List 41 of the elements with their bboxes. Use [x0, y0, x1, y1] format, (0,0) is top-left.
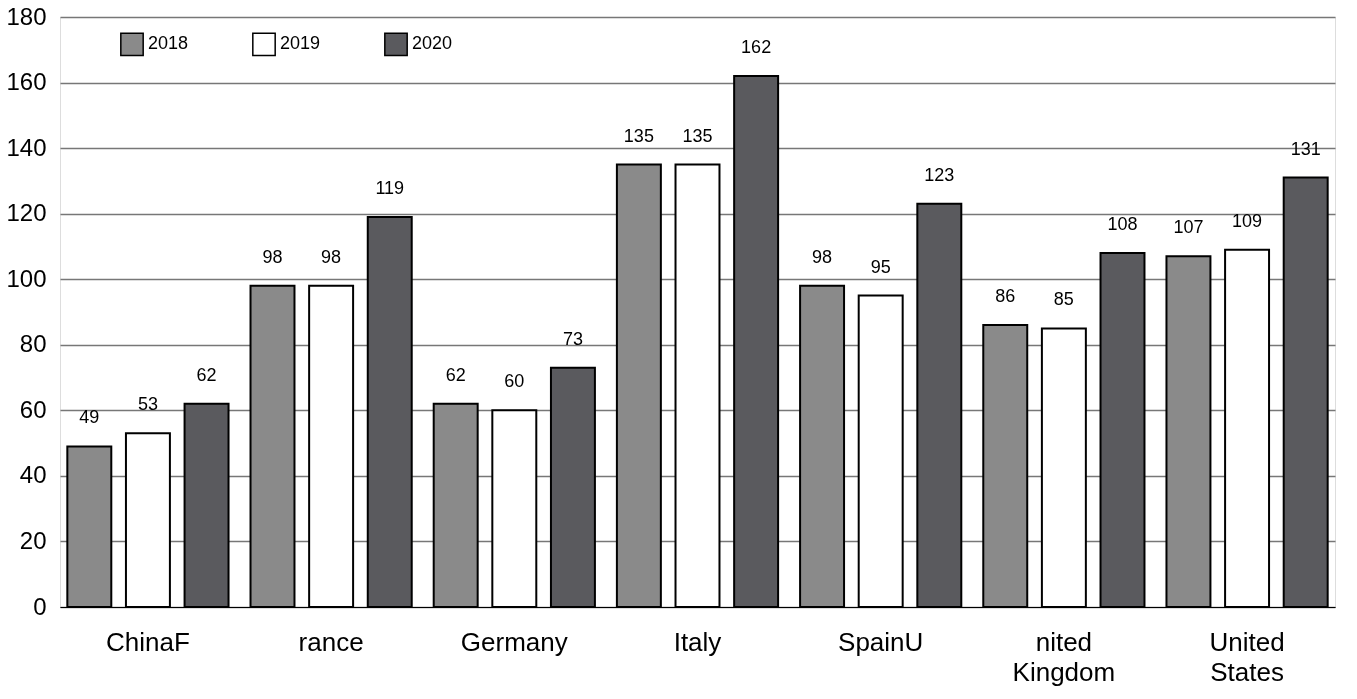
y-tick-label: 40: [19, 461, 47, 489]
legend-label: 2018: [148, 33, 189, 54]
x-tick-label: rance: [298, 626, 364, 657]
data-label: 107: [1173, 217, 1204, 238]
legend-label: 2020: [412, 33, 453, 54]
y-tick-label: 60: [19, 395, 47, 423]
data-label: 119: [375, 177, 405, 198]
data-label: 60: [504, 371, 525, 392]
y-tick-label: 120: [6, 199, 47, 227]
data-label: 98: [812, 246, 833, 267]
y-tick-label: 100: [6, 264, 47, 292]
legend-label: 2019: [280, 33, 321, 54]
data-label: 85: [1053, 289, 1074, 310]
data-label: 109: [1232, 210, 1263, 231]
x-tick-label: ChinaF: [106, 626, 190, 657]
x-tick-label: Germany: [460, 626, 568, 657]
data-label: 135: [623, 125, 654, 146]
x-tick-label: Italy: [673, 626, 722, 657]
data-label: 98: [321, 246, 342, 267]
y-tick-label: 0: [33, 592, 47, 620]
data-label: 53: [137, 394, 158, 415]
data-label: 162: [741, 37, 772, 57]
x-tick-label: United States: [1209, 626, 1285, 687]
data-label: 131: [1290, 138, 1321, 159]
y-tick-label: 20: [19, 526, 47, 554]
data-label: 95: [870, 256, 891, 277]
data-label: 108: [1107, 214, 1138, 234]
y-tick-label: 180: [6, 2, 47, 30]
data-label: 98: [262, 246, 283, 267]
data-label: 135: [682, 125, 713, 146]
data-label: 86: [995, 286, 1016, 307]
data-label: 123: [924, 164, 955, 185]
data-label: 62: [445, 364, 466, 385]
y-tick-label: 160: [6, 68, 47, 96]
data-label: 62: [196, 364, 217, 385]
x-tick-label: nited Kingdom: [1012, 626, 1116, 687]
data-label: 73: [562, 328, 583, 349]
data-label: 49: [79, 407, 100, 428]
y-tick-label: 80: [19, 330, 47, 358]
y-tick-label: 140: [6, 133, 47, 161]
x-tick-label: SpainU: [838, 626, 924, 657]
